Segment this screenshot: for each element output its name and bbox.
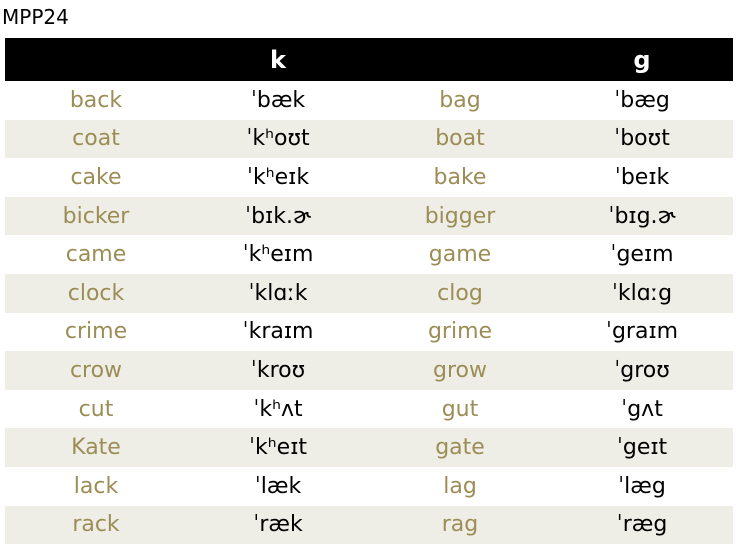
- k-word-cell: cut: [78, 396, 114, 422]
- table-row: came ˈkʰeɪm game ˈgeɪm: [5, 235, 733, 274]
- table-row: rack ˈræk rag ˈræg: [5, 505, 733, 545]
- k-word-cell: coat: [72, 126, 120, 152]
- k-ipa-cell: ˈkʰoʊt: [246, 126, 310, 152]
- g-word-cell: clog: [437, 280, 483, 306]
- g-word-cell: grow: [433, 357, 487, 383]
- k-ipa-cell: ˈbɪk.ɚ: [245, 203, 311, 229]
- table-row: crime ˈkraɪm grime ˈgraɪm: [5, 313, 733, 352]
- k-ipa-cell: ˈræk: [253, 512, 303, 538]
- k-ipa-cell: ˈkʰeɪt: [248, 435, 308, 461]
- g-ipa-cell: ˈgraɪm: [605, 319, 679, 345]
- k-word-cell: back: [69, 87, 123, 113]
- k-word-cell: crime: [64, 319, 128, 345]
- g-ipa-cell: ˈklɑːg: [611, 280, 673, 306]
- g-word-cell: gate: [435, 435, 485, 461]
- k-word-cell: Kate: [71, 435, 121, 461]
- g-word-cell: lag: [443, 473, 477, 499]
- g-ipa-cell: ˈlæg: [618, 473, 666, 499]
- g-ipa-cell: ˈgʌt: [621, 396, 663, 422]
- g-ipa-cell: ˈboʊt: [614, 126, 670, 152]
- g-ipa-cell: ˈbæg: [614, 87, 670, 113]
- table-row: clock ˈklɑːk clog ˈklɑːg: [5, 273, 733, 313]
- table-row: cut ˈkʰʌt gut ˈgʌt: [5, 390, 733, 429]
- header-cell-k: k: [270, 45, 286, 74]
- table-row: cake ˈkʰeɪk bake ˈbeɪk: [5, 158, 733, 197]
- k-ipa-cell: ˈbæk: [250, 87, 306, 113]
- g-ipa-cell: ˈræg: [616, 512, 668, 538]
- table-row: lack ˈlæk lag ˈlæg: [5, 467, 733, 506]
- table-row: Kate ˈkʰeɪt gate ˈgeɪt: [5, 428, 733, 467]
- k-word-cell: clock: [67, 280, 125, 306]
- k-ipa-cell: ˈkʰeɪk: [246, 164, 310, 190]
- k-word-cell: crow: [69, 357, 123, 383]
- g-word-cell: bag: [439, 87, 481, 113]
- g-ipa-cell: ˈbɪg.ɚ: [608, 203, 676, 229]
- k-word-cell: cake: [70, 164, 122, 190]
- minimal-pairs-table: k g back ˈbæk bag ˈbæg coat ˈkʰoʊt boat ˈboʊt ca…: [5, 38, 733, 545]
- g-word-cell: bake: [433, 164, 487, 190]
- k-ipa-cell: ˈlæk: [254, 473, 302, 499]
- g-word-cell: game: [428, 242, 492, 268]
- k-ipa-cell: ˈkʰʌt: [253, 396, 303, 422]
- k-ipa-cell: ˈklɑːk: [248, 280, 308, 306]
- slide-title: MPP24: [2, 5, 69, 29]
- table-body: back ˈbæk bag ˈbæg coat ˈkʰoʊt boat ˈboʊt cake ˈk…: [5, 81, 733, 545]
- header-cell-g: g: [633, 45, 651, 74]
- k-word-cell: lack: [73, 473, 119, 499]
- k-ipa-cell: ˈkʰeɪm: [242, 242, 314, 268]
- table-header: k g: [5, 38, 733, 81]
- g-ipa-cell: ˈbeɪk: [614, 164, 670, 190]
- k-word-cell: rack: [72, 512, 120, 538]
- table-row: bicker ˈbɪk.ɚ bigger ˈbɪg.ɚ: [5, 196, 733, 236]
- g-ipa-cell: ˈgeɪm: [610, 242, 674, 268]
- k-ipa-cell: ˈkraɪm: [242, 319, 314, 345]
- k-word-cell: bicker: [62, 203, 130, 229]
- g-word-cell: gut: [441, 396, 479, 422]
- g-word-cell: grime: [427, 319, 493, 345]
- k-word-cell: came: [65, 242, 127, 268]
- g-word-cell: bigger: [424, 203, 496, 229]
- table-row: back ˈbæk bag ˈbæg: [5, 81, 733, 120]
- g-ipa-cell: ˈgeɪt: [616, 435, 668, 461]
- table-row: coat ˈkʰoʊt boat ˈboʊt: [5, 119, 733, 159]
- table-row: crow ˈkroʊ grow ˈgroʊ: [5, 351, 733, 390]
- g-word-cell: rag: [441, 512, 479, 538]
- k-ipa-cell: ˈkroʊ: [250, 357, 306, 383]
- g-ipa-cell: ˈgroʊ: [614, 357, 670, 383]
- g-word-cell: boat: [435, 126, 485, 152]
